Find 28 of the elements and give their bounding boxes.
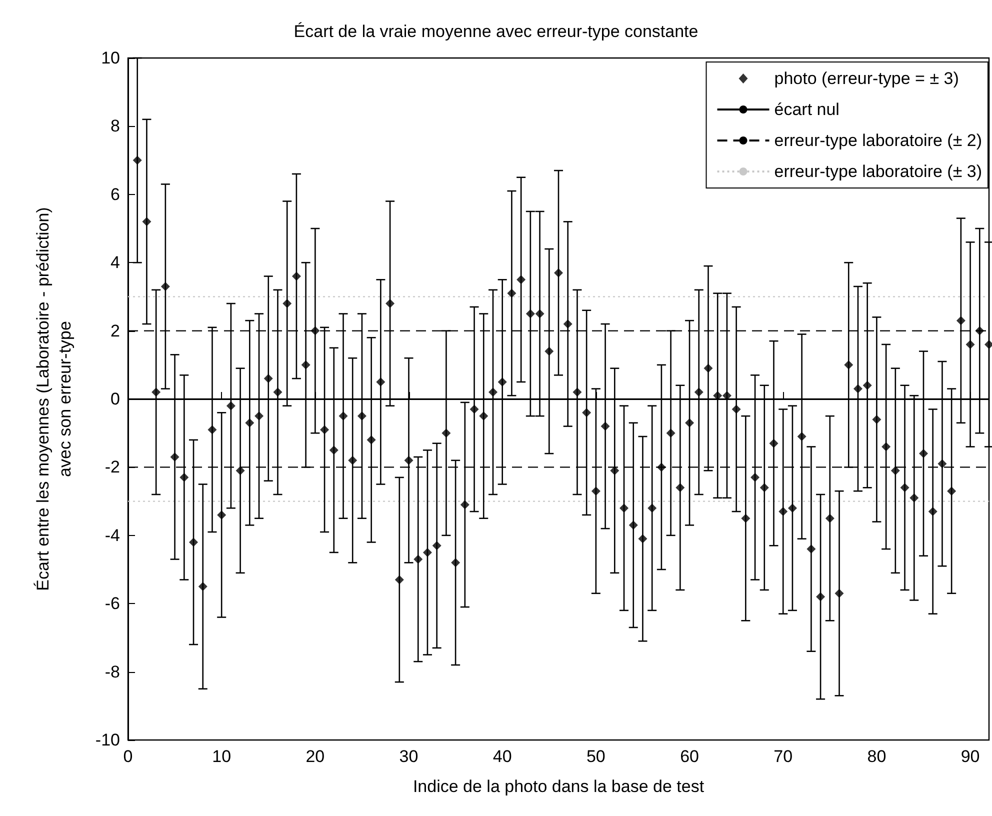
y-tick-label: -2 <box>104 458 120 477</box>
x-tick-label: 30 <box>399 747 418 766</box>
legend-label: erreur-type laboratoire (± 3) <box>774 162 982 181</box>
y-tick-label: 4 <box>110 253 120 272</box>
x-tick-label: 20 <box>306 747 325 766</box>
x-tick-label: 70 <box>774 747 793 766</box>
legend-label: erreur-type laboratoire (± 2) <box>774 131 982 150</box>
y-tick-label: 10 <box>101 48 120 68</box>
x-tick-label: 80 <box>867 747 886 766</box>
chart-title: Écart de la vraie moyenne avec erreur-type constante <box>294 22 698 41</box>
legend-label: photo (erreur-type = ± 3) <box>774 69 959 88</box>
x-tick-label: 50 <box>586 747 606 766</box>
x-tick-label: 40 <box>492 747 512 766</box>
x-tick-label: 10 <box>212 747 232 766</box>
y-tick-label: -10 <box>95 730 120 750</box>
y-axis-title: Écart entre les moyennes (Laboratoire - prédiction) avec son erreur-type <box>34 207 74 591</box>
x-axis-title: Indice de la photo dans la base de test <box>412 777 704 796</box>
y-tick-label: 2 <box>110 321 120 340</box>
y-tick-label: 8 <box>110 116 120 136</box>
y-tick-label: 0 <box>110 390 120 408</box>
x-tick-label: 90 <box>960 747 980 766</box>
x-tick-label: 60 <box>680 747 699 766</box>
y-tick-label: 6 <box>110 184 120 204</box>
y-tick-label: -8 <box>104 662 120 682</box>
x-tick-label: 0 <box>123 747 133 766</box>
y-tick-label: -6 <box>104 594 120 614</box>
legend-label: écart nul <box>774 100 840 119</box>
y-tick-label: -4 <box>104 526 120 545</box>
